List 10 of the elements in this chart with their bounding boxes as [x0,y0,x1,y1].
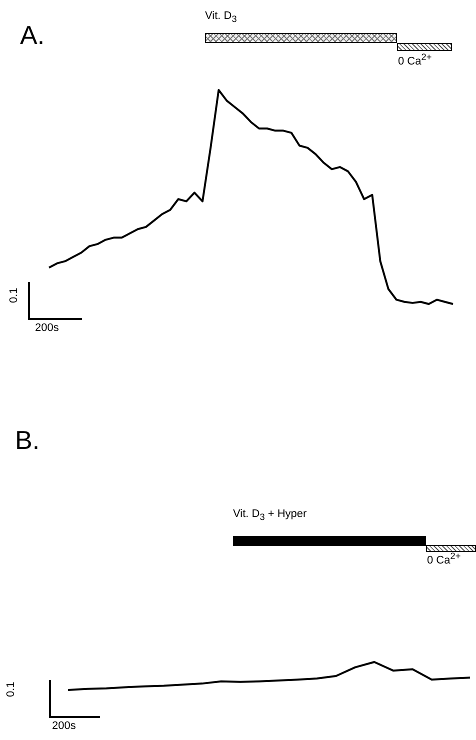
text: Vit. D$_{3}$ [205,10,237,24]
chart-title: A. [20,20,45,51]
text: 0.1 [5,682,17,697]
text: 200s [52,720,76,732]
text: 200s [35,322,59,334]
text: 0.1 [8,288,20,303]
chart-title: B. [15,425,40,456]
text: Vit. D$_{3}$ + Hyper [233,508,307,522]
text: 0 Ca$^{2+}$ [398,52,432,68]
text: 0 Ca$^{2+}$ [427,551,461,567]
